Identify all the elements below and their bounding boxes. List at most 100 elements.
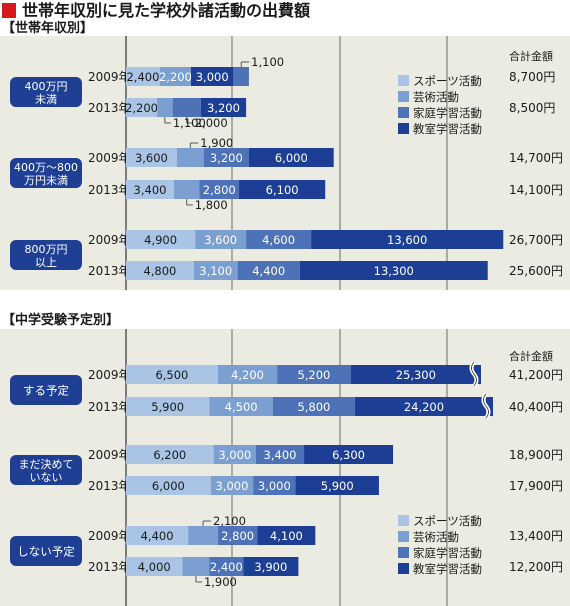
data-label: 3,600 bbox=[135, 151, 168, 165]
group-label: まだ決めて bbox=[19, 458, 74, 471]
arts-segment bbox=[213, 445, 256, 464]
total-value: 8,500円 bbox=[509, 101, 555, 115]
data-label: 3,000 bbox=[218, 448, 251, 462]
group-label-box bbox=[10, 240, 82, 270]
sports-segment bbox=[126, 445, 214, 464]
sports-segment bbox=[126, 180, 175, 199]
data-label: 6,200 bbox=[153, 448, 186, 462]
data-label: 4,500 bbox=[225, 400, 258, 414]
data-label: 4,800 bbox=[143, 264, 176, 278]
data-label: 4,000 bbox=[138, 560, 171, 574]
arts-segment bbox=[182, 557, 210, 576]
home-study-segment bbox=[199, 180, 240, 199]
year-label: 2009年 bbox=[88, 529, 131, 543]
legend-swatch bbox=[398, 91, 409, 102]
data-label: 3,200 bbox=[207, 101, 240, 115]
arts-segment bbox=[176, 148, 204, 167]
data-label: 5,900 bbox=[321, 479, 354, 493]
sports-segment bbox=[126, 476, 211, 495]
home-study-segment bbox=[277, 365, 351, 384]
year-label: 2013年 bbox=[88, 400, 131, 414]
group-label-box bbox=[10, 77, 82, 107]
group-label: 400万～800 bbox=[14, 161, 78, 174]
year-label: 2013年 bbox=[88, 264, 131, 278]
data-label: 3,000 bbox=[196, 70, 229, 84]
class-study-segment bbox=[200, 98, 247, 117]
legend-swatch bbox=[398, 563, 409, 574]
data-label: 2,800 bbox=[221, 529, 254, 543]
data-label: 2,100 bbox=[213, 514, 246, 528]
group-label: 未満 bbox=[35, 93, 57, 106]
arts-segment bbox=[174, 180, 200, 199]
legend-swatch bbox=[398, 75, 409, 86]
year-label: 2009年 bbox=[88, 70, 131, 84]
arts-segment bbox=[157, 98, 173, 117]
home-study-segment bbox=[203, 148, 249, 167]
group-label: いない bbox=[30, 471, 63, 484]
group-label: 万円未満 bbox=[24, 174, 68, 187]
legend-swatch bbox=[398, 107, 409, 118]
total-value: 25,600円 bbox=[509, 264, 563, 278]
legend-label: 家庭学習活動 bbox=[413, 546, 482, 560]
class-study-segment bbox=[243, 557, 299, 576]
data-label: 2,400 bbox=[210, 560, 243, 574]
class-study-segment bbox=[299, 261, 488, 280]
data-label: 3,400 bbox=[264, 448, 297, 462]
class-study-segment bbox=[190, 67, 234, 86]
axis-break bbox=[471, 361, 477, 387]
group-label: する予定 bbox=[23, 384, 69, 398]
data-label: 4,900 bbox=[144, 233, 177, 247]
total-header: 合計金額 bbox=[509, 49, 553, 63]
group-label-box bbox=[10, 375, 82, 405]
sports-segment bbox=[126, 557, 183, 576]
data-label: 3,000 bbox=[216, 479, 249, 493]
data-label: 1,900 bbox=[200, 136, 233, 150]
year-label: 2013年 bbox=[88, 560, 131, 574]
sports-segment bbox=[126, 98, 158, 117]
total-value: 12,200円 bbox=[509, 560, 563, 574]
class-study-segment bbox=[295, 476, 379, 495]
sports-segment bbox=[126, 261, 194, 280]
class-study-segment bbox=[304, 445, 394, 464]
home-study-segment bbox=[253, 476, 296, 495]
chart-title: 世帯年収別に見た学校外諸活動の出費額 bbox=[22, 1, 311, 20]
legend-label: スポーツ活動 bbox=[413, 74, 482, 88]
total-value: 40,400円 bbox=[509, 400, 563, 414]
total-value: 17,900円 bbox=[509, 479, 563, 493]
data-label: 2,200 bbox=[125, 101, 158, 115]
data-label: 3,900 bbox=[254, 560, 287, 574]
data-label: 5,900 bbox=[151, 400, 184, 414]
data-label: 4,400 bbox=[141, 529, 174, 543]
total-value: 14,700円 bbox=[509, 151, 563, 165]
total-value: 13,400円 bbox=[509, 529, 563, 543]
data-label: 1,800 bbox=[195, 198, 228, 212]
legend-label: スポーツ活動 bbox=[413, 514, 482, 528]
data-label: 2,000 bbox=[195, 116, 228, 130]
data-label: 3,400 bbox=[134, 183, 167, 197]
data-label: 3,100 bbox=[199, 264, 232, 278]
data-label: 5,800 bbox=[297, 400, 330, 414]
arts-segment bbox=[195, 230, 247, 249]
sports-segment bbox=[126, 148, 177, 167]
class-study-segment bbox=[257, 526, 316, 545]
data-label: 13,600 bbox=[387, 233, 427, 247]
year-label: 2009年 bbox=[88, 151, 131, 165]
data-label: 1,100 bbox=[251, 55, 284, 69]
arts-segment bbox=[188, 526, 218, 545]
section-heading-income: 【世帯年収別】 bbox=[2, 21, 94, 36]
data-label: 4,200 bbox=[231, 368, 264, 382]
data-label: 2,800 bbox=[203, 183, 236, 197]
data-label: 5,200 bbox=[297, 368, 330, 382]
sports-segment bbox=[126, 230, 196, 249]
title-marker bbox=[2, 3, 16, 18]
arts-segment bbox=[209, 397, 273, 416]
year-label: 2009年 bbox=[88, 368, 131, 382]
home-study-segment bbox=[209, 557, 244, 576]
group-label-box bbox=[10, 455, 82, 485]
sports-segment bbox=[126, 397, 210, 416]
total-header: 合計金額 bbox=[509, 349, 553, 363]
legend-label: 教室学習活動 bbox=[413, 562, 482, 576]
arts-segment bbox=[193, 261, 238, 280]
legend-swatch bbox=[398, 123, 409, 134]
axis-break bbox=[483, 393, 489, 419]
